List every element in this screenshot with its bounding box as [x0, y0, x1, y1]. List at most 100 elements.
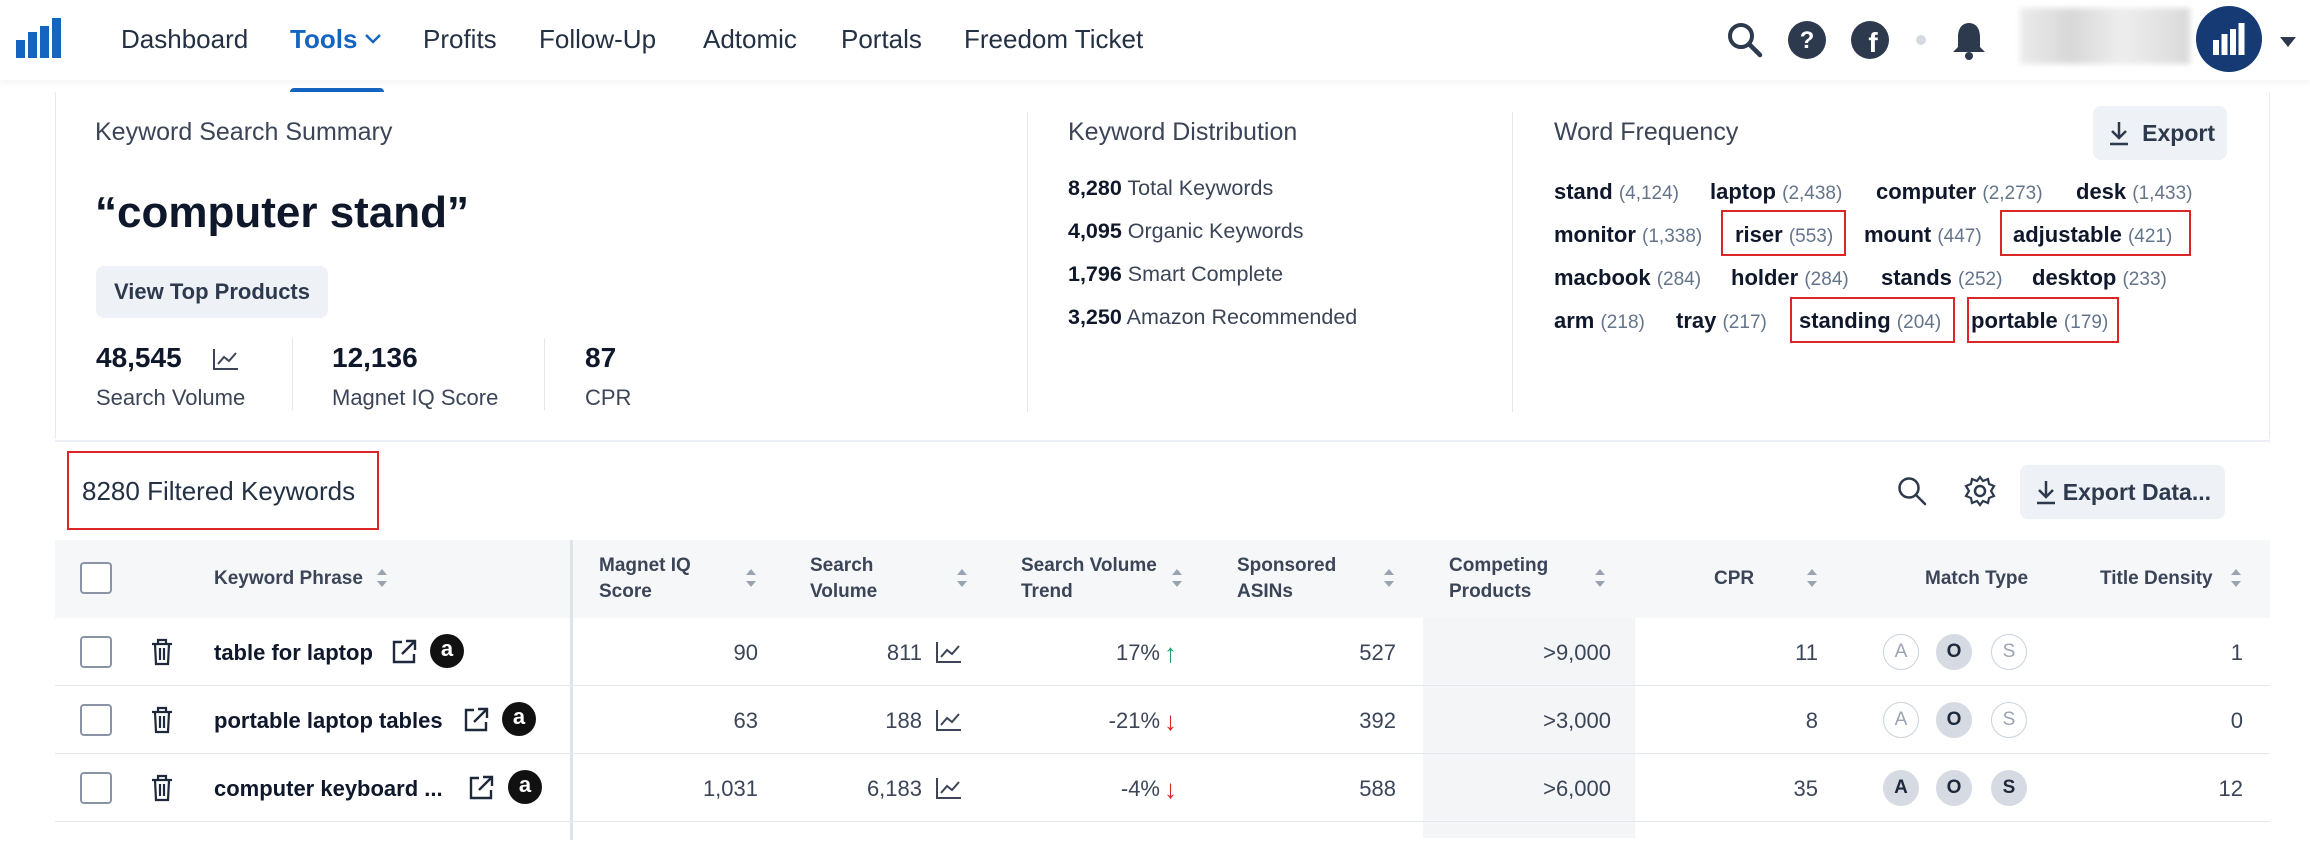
divider — [1027, 112, 1028, 412]
header-magnet-iq[interactable]: Magnet IQ Score — [599, 555, 691, 602]
word-chip[interactable]: laptop (2,438) — [1710, 179, 1843, 204]
sort-icon[interactable] — [954, 566, 970, 590]
export-button[interactable]: Export — [2093, 106, 2227, 160]
search-volume-label: Search Volume — [96, 385, 246, 410]
word-chip[interactable]: arm (218) — [1554, 308, 1645, 333]
sort-icon[interactable] — [1381, 566, 1397, 590]
word-chip[interactable]: macbook (284) — [1554, 265, 1702, 290]
trend-cell: 17% — [1115, 640, 1160, 665]
match-o-pill[interactable]: O — [1936, 770, 1972, 806]
row-checkbox[interactable] — [80, 636, 112, 668]
match-s-pill[interactable]: S — [1991, 702, 2027, 738]
arrow-down-icon: ↓ — [1164, 706, 1177, 736]
table-row[interactable] — [55, 686, 2270, 754]
header-title-density[interactable]: Title Density — [2100, 568, 2213, 589]
nav-adtomic[interactable]: Adtomic — [703, 24, 797, 54]
external-link-icon[interactable] — [467, 774, 495, 802]
word-chip[interactable]: desk (1,433) — [2076, 179, 2193, 204]
word-chip[interactable]: computer (2,273) — [1876, 179, 2043, 204]
export-data-button[interactable]: Export Data... — [2020, 465, 2225, 519]
chart-line-icon[interactable] — [935, 640, 963, 664]
nav-follow-up[interactable]: Follow-Up — [539, 24, 657, 54]
sort-icon[interactable] — [374, 566, 390, 590]
header-search-volume-trend[interactable]: Search Volume Trend — [1021, 555, 1157, 602]
sort-icon[interactable] — [1592, 566, 1608, 590]
word-chip[interactable]: mount (447) — [1864, 222, 1982, 247]
word-chip[interactable]: holder (284) — [1731, 265, 1849, 290]
match-a-pill[interactable]: A — [1883, 770, 1919, 806]
chevron-down-icon[interactable] — [364, 33, 382, 45]
header-keyword-phrase[interactable]: Keyword Phrase — [214, 568, 363, 589]
highlight-box — [67, 451, 379, 530]
search-icon[interactable] — [1725, 20, 1765, 60]
word-chip[interactable]: stands (252) — [1881, 265, 2003, 290]
match-a-pill[interactable]: A — [1883, 702, 1919, 738]
caret-down-icon[interactable] — [2278, 36, 2298, 48]
nav-portals[interactable]: Portals — [841, 24, 922, 54]
header-search-volume[interactable]: Search Volume — [810, 555, 878, 602]
download-icon — [2037, 481, 2055, 505]
word-chip[interactable]: adjustable (421) — [2013, 222, 2173, 247]
highlight-box — [1790, 297, 1955, 343]
header-competing-products[interactable]: Competing Products — [1449, 555, 1549, 602]
helium10-logo-icon[interactable] — [16, 18, 62, 58]
match-o-pill[interactable]: O — [1936, 634, 1972, 670]
facebook-icon[interactable]: f — [1850, 20, 1890, 60]
word-chip[interactable]: riser (553) — [1735, 222, 1834, 247]
external-link-icon[interactable] — [462, 706, 490, 734]
sort-icon[interactable] — [743, 566, 759, 590]
highlight-box — [1967, 297, 2119, 343]
word-chip[interactable]: monitor (1,338) — [1554, 222, 1703, 247]
sort-icon[interactable] — [1169, 566, 1185, 590]
keyword-phrase[interactable]: computer keyboard ... — [214, 776, 443, 801]
keyword-phrase[interactable]: portable laptop tables — [214, 708, 443, 733]
chart-line-icon[interactable] — [935, 776, 963, 800]
sort-icon[interactable] — [2228, 566, 2244, 590]
svg-text:f: f — [1868, 27, 1878, 58]
row-checkbox[interactable] — [80, 704, 112, 736]
table-row[interactable] — [55, 754, 2270, 822]
row-checkbox[interactable] — [80, 772, 112, 804]
search-icon[interactable] — [1896, 475, 1928, 507]
match-o-pill[interactable]: O — [1936, 702, 1972, 738]
amazon-icon[interactable]: a — [430, 634, 464, 668]
amazon-icon[interactable]: a — [502, 702, 536, 736]
competing-column-shade — [1423, 618, 1635, 838]
trash-icon[interactable] — [150, 638, 174, 666]
header-match-type[interactable]: Match Type — [1925, 568, 2029, 589]
external-link-icon[interactable] — [390, 638, 418, 666]
magnet-iq-label: Magnet IQ Score — [332, 385, 499, 410]
nav-freedom-ticket[interactable]: Freedom Ticket — [964, 24, 1144, 54]
nav-tools[interactable]: Tools — [290, 24, 358, 54]
header-sponsored-asins[interactable]: Sponsored ASINs — [1237, 555, 1337, 602]
word-chip[interactable]: stand (4,124) — [1554, 179, 1680, 204]
bell-icon[interactable] — [1950, 20, 1988, 60]
word-chip[interactable]: tray (217) — [1676, 308, 1767, 333]
cpr-value: 87 — [585, 342, 617, 373]
word-frequency-label: Word Frequency — [1554, 118, 1739, 146]
amazon-icon[interactable]: a — [508, 770, 542, 804]
select-all-checkbox[interactable] — [80, 562, 112, 594]
chart-line-icon[interactable] — [935, 708, 963, 732]
word-chip[interactable]: portable (179) — [1971, 308, 2109, 333]
keyword-phrase[interactable]: table for laptop — [214, 640, 373, 665]
nav-profits[interactable]: Profits — [423, 24, 497, 54]
match-s-pill[interactable]: S — [1991, 770, 2027, 806]
view-top-products-button[interactable]: View Top Products — [96, 266, 328, 318]
help-icon[interactable]: ? — [1787, 20, 1827, 60]
header-cpr[interactable]: CPR — [1714, 568, 1755, 589]
cpr-cell: 35 — [1793, 776, 1818, 801]
word-chip[interactable]: desktop (233) — [2032, 265, 2167, 290]
match-a-pill[interactable]: A — [1883, 634, 1919, 670]
gear-icon[interactable] — [1964, 475, 1996, 507]
nav-dashboard[interactable]: Dashboard — [121, 24, 249, 54]
table-row[interactable] — [55, 618, 2270, 686]
match-s-pill[interactable]: S — [1991, 634, 2027, 670]
trash-icon[interactable] — [150, 774, 174, 802]
summary-panel — [55, 92, 2270, 439]
chart-line-icon[interactable] — [212, 347, 240, 371]
word-chip[interactable]: standing (204) — [1799, 308, 1942, 333]
avatar[interactable] — [2196, 6, 2262, 72]
trash-icon[interactable] — [150, 706, 174, 734]
sort-icon[interactable] — [1804, 566, 1820, 590]
